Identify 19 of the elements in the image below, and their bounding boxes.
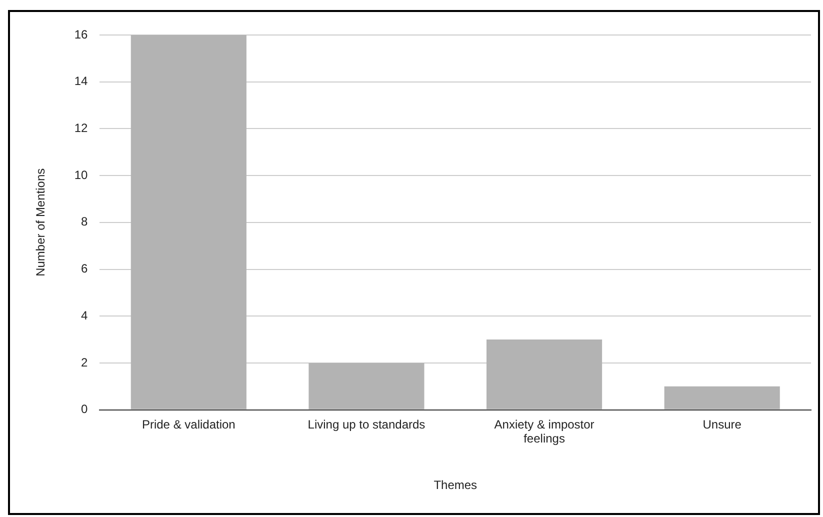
- y-tick-label: 2: [81, 355, 88, 370]
- y-tick-label: 8: [81, 214, 88, 229]
- bar: [308, 362, 424, 410]
- bar: [130, 35, 246, 410]
- y-tick-label: 14: [74, 74, 88, 88]
- bar: [664, 386, 780, 410]
- bar: [486, 340, 602, 410]
- y-axis-title: Number of Mentions: [34, 168, 48, 276]
- y-tick-label: 4: [81, 308, 88, 322]
- x-axis-title: Themes: [434, 478, 478, 492]
- x-tick-label: Unsure: [702, 417, 742, 432]
- x-tick-label: Anxiety & impostor feelings: [494, 417, 594, 446]
- x-tick-label: Living up to standards: [308, 417, 426, 432]
- y-tick-label: 12: [74, 121, 88, 136]
- y-tick-label: 16: [74, 27, 88, 42]
- x-tick-label: Pride & validation: [142, 417, 236, 432]
- y-tick-label: 10: [74, 168, 88, 182]
- y-tick-label: 0: [81, 402, 88, 416]
- y-tick-label: 6: [81, 262, 88, 276]
